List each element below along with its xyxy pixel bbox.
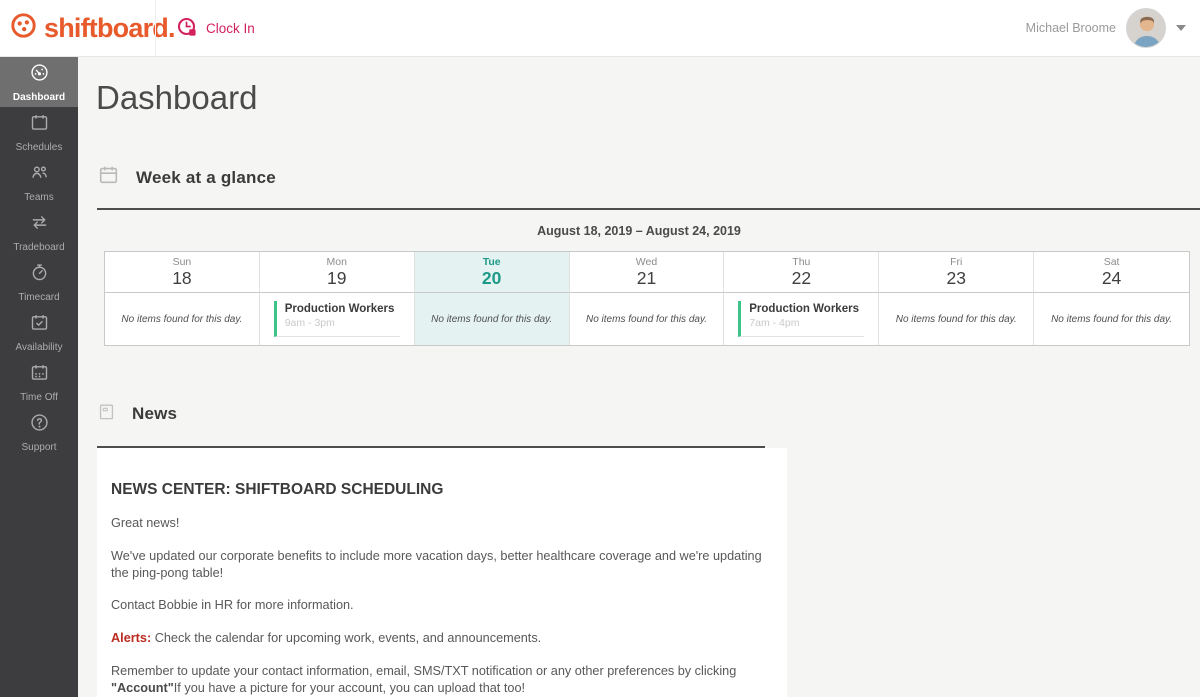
people-icon	[29, 162, 50, 188]
stopwatch-icon	[29, 262, 50, 288]
top-header: shiftboard. Clock In Michael Broome	[0, 0, 1200, 57]
shift-title: Production Workers	[749, 303, 859, 315]
day-header-mon[interactable]: Mon 19	[259, 252, 415, 293]
no-items-text: No items found for this day.	[1051, 313, 1173, 325]
logo-text: shiftboard.	[44, 12, 176, 43]
no-items-text: No items found for this day.	[895, 313, 1017, 325]
alert-text: Check the calendar for upcoming work, ev…	[151, 631, 542, 646]
newspaper-icon	[97, 402, 116, 426]
sidebar-item-dashboard[interactable]: Dashboard	[0, 57, 78, 107]
sidebar-item-label: Teams	[24, 191, 54, 203]
avatar[interactable]	[1126, 8, 1166, 48]
week-date-range: August 18, 2019 – August 24, 2019	[537, 224, 741, 238]
clock-in-label: Clock In	[206, 20, 255, 36]
sidebar: Dashboard Schedules Teams	[0, 57, 78, 697]
sidebar-item-label: Tradeboard	[13, 241, 65, 253]
news-paragraph: Great news!	[111, 516, 180, 530]
alert-label: Alerts:	[111, 631, 152, 646]
shift-event[interactable]: Production Workers 9am - 3pm	[273, 301, 400, 337]
clock-icon	[176, 16, 198, 41]
calendar-check-icon	[29, 312, 50, 338]
day-header-thu[interactable]: Thu 22	[724, 252, 880, 293]
section-divider	[97, 446, 765, 448]
day-cell-wed: No items found for this day.	[570, 293, 725, 345]
news-section: News NEWS CENTER: SHIFTBOARD SCHEDULING …	[78, 402, 1200, 697]
shift-time: 7am - 4pm	[749, 317, 800, 329]
news-card: NEWS CENTER: SHIFTBOARD SCHEDULING Great…	[97, 448, 787, 697]
no-items-text: No items found for this day.	[431, 313, 553, 325]
day-header-fri[interactable]: Fri 23	[879, 252, 1035, 293]
news-headline: NEWS CENTER: SHIFTBOARD SCHEDULING	[111, 481, 444, 498]
shift-title: Production Workers	[284, 303, 395, 315]
sidebar-item-label: Availability	[15, 341, 63, 353]
clock-in-button[interactable]: Clock In	[176, 16, 255, 41]
sidebar-item-tradeboard[interactable]: Tradeboard	[0, 207, 78, 257]
calendar-dots-icon	[29, 362, 50, 388]
shift-event[interactable]: Production Workers 7am - 4pm	[738, 301, 865, 337]
day-header-wed[interactable]: Wed 21	[569, 252, 725, 293]
swap-arrows-icon	[29, 212, 50, 238]
news-section-title: News	[132, 404, 178, 423]
calendar-icon	[29, 112, 50, 138]
header-divider	[155, 0, 156, 57]
account-bold: "Account"	[111, 680, 174, 695]
week-section-title: Week at a glance	[136, 167, 276, 187]
chevron-down-icon[interactable]	[1176, 25, 1186, 31]
shift-time: 9am - 3pm	[284, 317, 335, 329]
news-paragraph: Contact Bobbie in HR for more informatio…	[111, 598, 354, 613]
page-title: Dashboard	[96, 79, 258, 116]
sidebar-item-label: Dashboard	[12, 91, 66, 103]
sidebar-item-label: Time Off	[20, 391, 58, 403]
news-paragraph: Remember to update your contact informat…	[111, 663, 737, 695]
day-cell-tue-today: No items found for this day.	[414, 293, 570, 345]
day-cell-sun: No items found for this day.	[105, 293, 260, 345]
news-alert-paragraph: Alerts: Check the calendar for upcoming …	[111, 630, 771, 647]
day-cell-sat: No items found for this day.	[1034, 293, 1189, 345]
sidebar-item-label: Timecard	[18, 291, 60, 303]
news-paragraph: We've updated our corporate benefits to …	[111, 548, 762, 580]
week-calendar: Sun 18 Mon 19 Tue 20 Wed 21 Thu 22 Fri 2…	[104, 251, 1190, 346]
day-header-tue-today[interactable]: Tue 20	[414, 252, 570, 293]
sidebar-item-support[interactable]: Support	[0, 407, 78, 457]
sidebar-item-schedules[interactable]: Schedules	[0, 107, 78, 157]
day-header-sun[interactable]: Sun 18	[105, 252, 260, 293]
sidebar-item-timecard[interactable]: Timecard	[0, 257, 78, 307]
user-name: Michael Broome	[1025, 21, 1116, 35]
sidebar-item-teams[interactable]: Teams	[0, 157, 78, 207]
day-cell-thu: Production Workers 7am - 4pm	[724, 293, 880, 345]
shiftboard-logo[interactable]: shiftboard.	[0, 12, 176, 44]
day-header-sat[interactable]: Sat 24	[1034, 252, 1189, 293]
question-circle-icon	[29, 412, 50, 438]
no-items-text: No items found for this day.	[586, 313, 707, 325]
shiftboard-logo-icon	[10, 12, 37, 44]
day-cell-fri: No items found for this day.	[879, 293, 1035, 345]
section-divider	[97, 208, 1200, 210]
sidebar-item-label: Schedules	[15, 141, 63, 153]
day-cell-mon: Production Workers 9am - 3pm	[260, 293, 415, 345]
sidebar-item-availability[interactable]: Availability	[0, 307, 78, 357]
calendar-icon	[97, 164, 120, 191]
no-items-text: No items found for this day.	[121, 313, 243, 325]
sidebar-item-label: Support	[21, 441, 57, 453]
gauge-icon	[29, 62, 50, 88]
main-content: Dashboard Week at a glance August 18, 20…	[78, 57, 1200, 697]
sidebar-item-time-off[interactable]: Time Off	[0, 357, 78, 407]
week-at-a-glance-section: Week at a glance August 18, 2019 – Augus…	[78, 164, 1200, 346]
